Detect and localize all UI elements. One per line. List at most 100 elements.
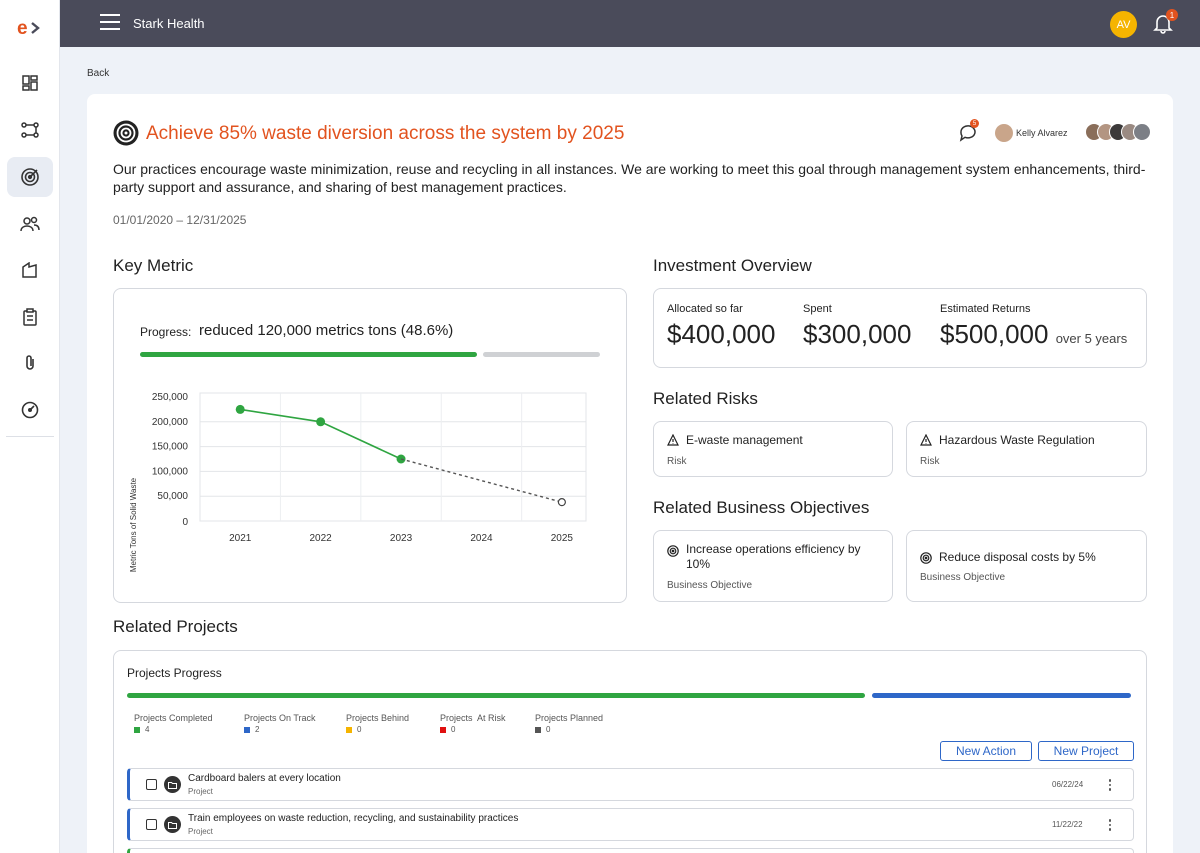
key-metric-card: Progress: reduced 120,000 metrics tons (… <box>113 288 627 603</box>
returns-value: $500,000 over 5 years <box>940 319 1127 350</box>
project-name[interactable]: Cardboard balers at every location <box>188 773 341 784</box>
risk-type: Risk <box>920 456 940 467</box>
goal-description: Our practices encourage waste minimizati… <box>113 161 1146 195</box>
progress-value: reduced 120,000 metrics tons (48.6%) <box>199 322 454 339</box>
investment-card: Allocated so far $400,000 Spent $300,000… <box>653 288 1147 368</box>
stat-label: Projects Planned <box>535 713 604 723</box>
projects-heading: Related Projects <box>113 617 238 636</box>
user-avatar[interactable]: AV <box>1110 11 1137 38</box>
chart-x-tick-label: 2025 <box>551 533 574 544</box>
warning-icon <box>667 433 679 446</box>
target-icon <box>667 544 679 557</box>
gauge-icon[interactable] <box>7 390 53 430</box>
allocated-label: Allocated so far <box>667 303 743 315</box>
projects-completed-bar <box>127 693 865 698</box>
stat-count: 2 <box>255 725 260 734</box>
new-project-button[interactable]: New Project <box>1038 741 1134 761</box>
sidebar-divider <box>6 436 54 437</box>
comment-icon[interactable] <box>959 124 977 142</box>
allocated-value: $400,000 <box>667 319 776 349</box>
objectives-heading: Related Business Objectives <box>653 498 870 517</box>
risk-card[interactable]: Hazardous Waste Regulation Risk <box>906 421 1147 477</box>
stat-swatch <box>440 726 446 733</box>
project-row[interactable]: Train employees on waste reduction, recy… <box>127 808 1134 841</box>
stat-on-track: Projects On Track 2 <box>244 713 316 734</box>
chart-target-point <box>557 498 566 507</box>
app-logo-icon[interactable]: e <box>16 14 44 42</box>
chart-data-point <box>316 417 326 427</box>
returns-period: over 5 years <box>1055 331 1128 346</box>
project-date: 06/22/24 <box>1052 780 1084 789</box>
goals-icon[interactable] <box>7 157 53 197</box>
allocated-column: Allocated so far $400,000 <box>667 303 775 350</box>
chart-plot-frame <box>199 392 587 522</box>
stat-swatch <box>535 726 541 733</box>
key-metric-heading: Key Metric <box>113 256 194 275</box>
building-icon[interactable] <box>7 250 53 290</box>
workflow-icon[interactable] <box>7 110 53 150</box>
project-row-partial[interactable] <box>127 848 1134 853</box>
spent-column: Spent $300,000 <box>803 303 911 350</box>
objective-title: Reduce disposal costs by 5% <box>939 550 1096 564</box>
owner-avatar[interactable] <box>995 124 1013 142</box>
chart-y-tick-label: 100,000 <box>152 466 189 477</box>
stat-count: 0 <box>451 725 456 734</box>
project-type: Project <box>188 787 213 796</box>
returns-label: Estimated Returns <box>940 303 1031 315</box>
progress-label: Progress: <box>140 325 192 339</box>
objective-card[interactable]: Increase operations efficiency by 10% Bu… <box>653 530 893 602</box>
stat-at-risk: Projects At Risk 0 <box>440 713 506 734</box>
top-bar: Stark Health AV 1 <box>60 0 1200 47</box>
objective-card[interactable]: Reduce disposal costs by 5% Business Obj… <box>906 530 1147 602</box>
menu-icon[interactable] <box>100 14 120 32</box>
clipboard-icon[interactable] <box>7 297 53 337</box>
owner-name[interactable]: Kelly Alvarez <box>1016 128 1068 138</box>
more-options-icon[interactable] <box>1105 776 1115 794</box>
warning-icon <box>920 433 932 446</box>
projects-card: Projects Progress Projects Completed 4 P… <box>113 650 1147 853</box>
chart-x-tick-label: 2021 <box>229 533 252 544</box>
goal-date-range: 01/01/2020 – 12/31/2025 <box>113 213 247 227</box>
spent-label: Spent <box>803 303 832 315</box>
stat-label: Projects On Track <box>244 713 316 723</box>
attachment-icon[interactable] <box>7 343 53 383</box>
chart-projection-line <box>400 458 563 503</box>
risk-title: Hazardous Waste Regulation <box>939 433 1095 447</box>
project-row[interactable]: Cardboard balers at every location Proje… <box>127 768 1134 801</box>
spent-value: $300,000 <box>803 319 912 349</box>
chart-y-axis-label: Metric Tons of Solid Waste <box>129 477 138 572</box>
risk-card[interactable]: E-waste management Risk <box>653 421 893 477</box>
project-checkbox[interactable] <box>146 779 157 790</box>
stat-label: Projects Completed <box>134 713 213 723</box>
projects-progress-title: Projects Progress <box>127 666 222 680</box>
team-avatars[interactable] <box>1085 123 1151 143</box>
goal-title: Achieve 85% waste diversion across the s… <box>146 123 625 144</box>
app-title: Stark Health <box>133 16 205 31</box>
stat-count: 4 <box>145 725 150 734</box>
more-options-icon[interactable] <box>1105 816 1115 834</box>
stat-behind: Projects Behind 0 <box>346 713 409 734</box>
stat-label: Projects At Risk <box>440 713 506 723</box>
new-action-button[interactable]: New Action <box>940 741 1032 761</box>
progress-bar-complete <box>140 352 477 357</box>
dashboard-icon[interactable] <box>7 63 53 103</box>
project-type: Project <box>188 827 213 836</box>
chart-actual-line <box>240 408 402 460</box>
chart-y-tick-label: 200,000 <box>152 417 189 428</box>
people-icon[interactable] <box>7 204 53 244</box>
chart-x-tick-label: 2023 <box>390 533 413 544</box>
folder-icon <box>164 816 181 833</box>
returns-column: Estimated Returns $500,000 over 5 years <box>940 303 1127 350</box>
project-name[interactable]: Train employees on waste reduction, recy… <box>188 813 519 824</box>
project-date: 11/22/22 <box>1052 820 1083 829</box>
stat-count: 0 <box>546 725 551 734</box>
progress-bar-remaining <box>483 352 600 357</box>
stat-planned: Projects Planned 0 <box>535 713 603 734</box>
notification-bell-icon[interactable] <box>1152 12 1174 34</box>
risk-title: E-waste management <box>686 433 803 447</box>
project-checkbox[interactable] <box>146 819 157 830</box>
objective-type: Business Objective <box>920 572 1006 583</box>
stat-swatch <box>134 726 140 733</box>
folder-icon <box>164 776 181 793</box>
back-link[interactable]: Back <box>87 68 110 79</box>
